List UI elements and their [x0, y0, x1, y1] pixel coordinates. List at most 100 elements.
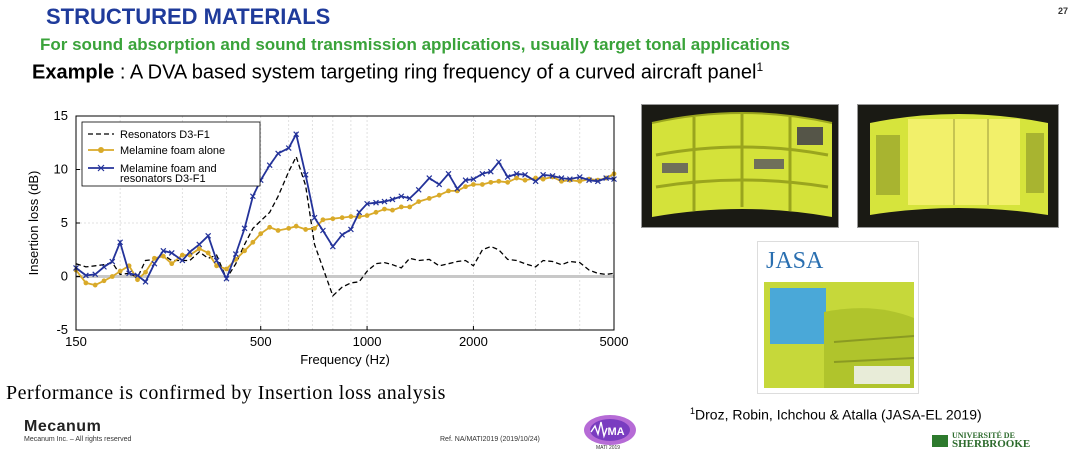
mati-logo: MA	[584, 415, 636, 445]
series-3-point	[381, 198, 388, 205]
series-2-point	[488, 179, 494, 185]
series-2-point	[522, 177, 528, 183]
series-2-point	[135, 277, 140, 283]
series-3-point	[101, 263, 107, 270]
series-3-point	[213, 257, 220, 264]
series-2-point	[286, 225, 292, 231]
uds-mark-icon	[932, 435, 948, 447]
series-3-point	[436, 181, 443, 188]
series-2-point	[92, 282, 98, 288]
uds-line2: SHERBROOKE	[952, 438, 1031, 450]
series-2-point	[416, 199, 422, 204]
series-2-point	[258, 231, 264, 237]
series-2-point	[398, 204, 404, 210]
series-3-point	[445, 170, 452, 177]
insertion-loss-chart: 150 500 1000 2000 5000 -5 0 5 10 15 Frequency (Hz…	[26, 108, 629, 367]
mecanum-logo: Mecanum Mecanum Inc. – All rights reserv…	[24, 418, 131, 443]
series-2-point	[540, 176, 546, 182]
series-3-point	[302, 171, 309, 178]
series-2-point	[312, 225, 317, 231]
series-2-point	[514, 175, 519, 181]
series-3-point	[487, 168, 494, 175]
series-line-3	[75, 131, 615, 284]
reference-text: Droz, Robin, Ichchou & Atalla (JASA-EL 2…	[695, 406, 982, 423]
series-2-point	[479, 182, 485, 187]
series-3-point	[364, 200, 370, 207]
series-3-point	[266, 162, 273, 169]
series-3-point	[82, 272, 89, 279]
series-3-point	[566, 176, 573, 183]
series-3-point	[479, 170, 486, 177]
series-3-point	[462, 177, 469, 184]
uds-line1: UNIVERSITÉ DE	[952, 431, 1015, 440]
series-3-point	[232, 251, 239, 257]
series-2-point	[471, 182, 476, 187]
series-2-point	[505, 179, 511, 185]
series-3-point	[293, 131, 300, 138]
series-2-point	[214, 263, 219, 269]
mati-logo-text: MA	[607, 426, 624, 438]
series-3-point	[389, 196, 396, 203]
series-2-point	[390, 207, 395, 213]
series-2-point	[275, 228, 281, 233]
slide-subtitle: For sound absorption and sound transmiss…	[40, 35, 790, 54]
series-2-point	[348, 214, 354, 219]
series-3-point	[398, 193, 405, 200]
page-number: 27	[1057, 6, 1068, 16]
series-3-point	[373, 199, 379, 206]
series-3-point	[470, 176, 477, 183]
example-line: Example : A DVA based system targeting r…	[32, 60, 763, 85]
axis-ticks: 150 500 1000 2000 5000 -5 0 5 10 15	[54, 108, 629, 349]
slide-title: STRUCTURED MATERIALS	[46, 4, 331, 29]
x-tick-label: 5000	[600, 334, 629, 349]
legend-marker	[98, 147, 104, 153]
mecanum-logo-name: Mecanum	[24, 418, 102, 435]
series-3-point	[311, 214, 318, 221]
series-3-point	[285, 145, 292, 152]
chart-legend: Resonators D3-F1 Melamine foam alone Melam…	[81, 121, 261, 187]
series-2-point	[101, 278, 107, 284]
y-tick-label: 15	[54, 108, 68, 123]
example-footnote-mark: 1	[756, 60, 764, 74]
mecanum-copyright: Mecanum Inc. – All rights reserved	[24, 436, 132, 443]
x-tick-label: 1000	[353, 334, 382, 349]
legend-box	[81, 121, 261, 187]
series-3-point	[454, 185, 461, 192]
series-3-point	[179, 257, 186, 264]
series-2-point	[577, 178, 583, 184]
series-2-point	[109, 274, 115, 279]
series-3-point	[586, 177, 592, 184]
legend-label-3-line2: resonators D3-F1	[120, 173, 206, 185]
series-3-point	[495, 159, 502, 165]
aircraft-panel-photo-1	[641, 104, 839, 228]
series-3-point	[205, 232, 212, 239]
series-2-point	[117, 268, 123, 274]
series-3-point	[356, 209, 363, 216]
series-2-point	[373, 209, 379, 215]
series-2-point	[267, 224, 273, 230]
series-2-point	[364, 213, 370, 218]
x-tick-label: 500	[250, 334, 272, 349]
series-3-point	[594, 178, 601, 185]
performance-statement: Performance is confirmed by Insertion lo…	[6, 382, 446, 404]
series-3-point	[151, 260, 158, 267]
aircraft-panel-photo-2	[857, 104, 1059, 228]
series-2-point	[339, 215, 345, 221]
series-3-point	[117, 239, 124, 246]
journal-title: JASA	[766, 248, 824, 274]
series-3-point	[532, 178, 539, 185]
footer-reference: Ref. NA/MATI2019 (2019/10/24)	[440, 436, 540, 443]
series-3-point	[540, 171, 547, 178]
series-2-point	[320, 217, 326, 223]
series-3-point	[426, 175, 433, 181]
series-2-point	[169, 261, 175, 267]
series-3-point	[109, 258, 116, 265]
series-2-point	[179, 252, 185, 258]
series-3-point	[549, 172, 556, 179]
series-3-point	[339, 231, 346, 238]
series-2-point	[224, 266, 229, 272]
series-3-point	[134, 272, 141, 279]
series-3-point	[160, 247, 167, 254]
series-3-point	[92, 271, 99, 278]
reference-footnote-mark: 1	[690, 406, 696, 416]
